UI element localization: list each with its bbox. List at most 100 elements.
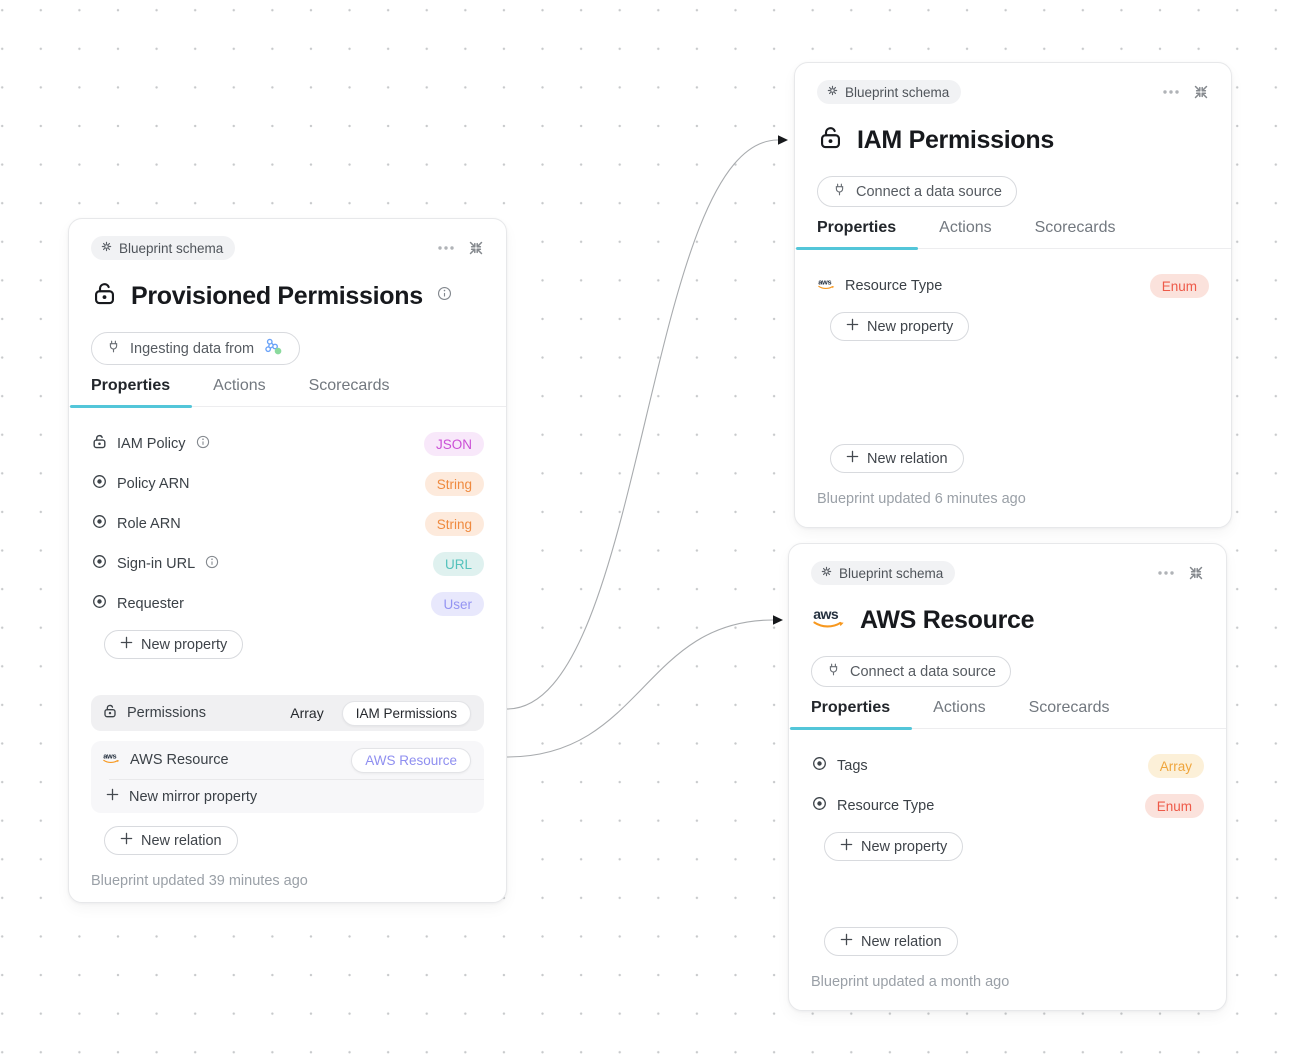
card-tabs: Properties Actions Scorecards — [795, 219, 1231, 250]
lock-icon — [91, 433, 108, 455]
new-relation-label: New relation — [861, 933, 942, 950]
schema-pill-label: Blueprint schema — [845, 84, 950, 100]
property-row-resource-type[interactable]: Resource Type Enum — [811, 786, 1204, 826]
property-name: Resource Type — [837, 798, 935, 814]
tab-actions[interactable]: Actions — [933, 699, 986, 716]
page-title: IAM Permissions — [857, 125, 1054, 154]
property-type-badge: Array — [1147, 754, 1204, 778]
property-row-tags[interactable]: Tags Array — [811, 746, 1204, 786]
relation-name: AWS Resource — [130, 752, 229, 768]
new-relation-button[interactable]: New relation — [824, 927, 958, 956]
card-tabs: Properties Actions Scorecards — [69, 377, 506, 408]
property-type-badge: String — [424, 512, 484, 536]
plus-icon — [840, 933, 853, 950]
plug-icon — [826, 662, 841, 681]
plus-icon — [120, 636, 133, 653]
blueprint-card-iam-permissions: Blueprint schema IAM Permissions Connect… — [794, 62, 1232, 528]
lock-icon — [102, 703, 118, 724]
plug-icon — [106, 339, 121, 358]
collapse-icon[interactable] — [1193, 84, 1209, 100]
new-mirror-property-label: New mirror property — [129, 788, 258, 805]
radio-icon — [91, 473, 108, 495]
property-name: Requester — [117, 596, 184, 612]
new-property-button[interactable]: New property — [104, 630, 244, 659]
relation-group-aws-resource: aws AWS Resource AWS Resource New mirror… — [91, 741, 484, 813]
blueprint-updated-status: Blueprint updated 6 minutes ago — [817, 491, 1026, 507]
exporter-graph-icon — [263, 338, 285, 359]
blueprint-card-provisioned-permissions: Blueprint schema Provisioned Permissions… — [68, 218, 507, 903]
lock-icon — [91, 280, 118, 312]
property-type-badge: Enum — [1144, 794, 1204, 818]
blueprint-card-aws-resource: Blueprint schema aws AWS Resource Connec… — [788, 543, 1227, 1011]
new-property-label: New property — [141, 636, 228, 653]
relation-row-aws-resource[interactable]: aws AWS Resource AWS Resource — [91, 741, 484, 779]
tab-scorecards[interactable]: Scorecards — [1028, 699, 1110, 716]
property-row-requester[interactable]: Requester User — [91, 584, 484, 624]
property-row-role-arn[interactable]: Role ARN String — [91, 504, 484, 544]
ingesting-data-from-pill[interactable]: Ingesting data from — [91, 332, 301, 365]
info-icon[interactable] — [195, 434, 211, 455]
blueprint-updated-status: Blueprint updated 39 minutes ago — [91, 873, 308, 889]
ingesting-data-from-label: Ingesting data from — [130, 340, 255, 357]
blueprint-schema-pill: Blueprint schema — [817, 80, 962, 104]
plus-icon — [846, 450, 859, 467]
more-menu-button[interactable] — [437, 245, 455, 251]
info-icon[interactable] — [436, 285, 453, 307]
property-type-badge: URL — [432, 552, 484, 576]
property-row-policy-arn[interactable]: Policy ARN String — [91, 464, 484, 504]
plus-icon — [846, 318, 859, 335]
collapse-icon[interactable] — [1188, 565, 1204, 581]
svg-text:aws: aws — [818, 277, 831, 286]
property-row-sign-in-url[interactable]: Sign-in URL URL — [91, 544, 484, 584]
lock-icon — [817, 124, 844, 156]
new-property-label: New property — [861, 838, 948, 855]
property-name: Resource Type — [845, 278, 943, 294]
property-row-iam-policy[interactable]: IAM Policy JSON — [91, 424, 484, 464]
new-relation-button[interactable]: New relation — [104, 826, 238, 855]
card-tabs: Properties Actions Scorecards — [789, 699, 1226, 730]
property-type-badge: User — [431, 592, 484, 616]
new-relation-button[interactable]: New relation — [830, 444, 964, 473]
property-type-badge: JSON — [423, 432, 484, 456]
tab-properties[interactable]: Properties — [789, 699, 913, 730]
tab-scorecards[interactable]: Scorecards — [308, 377, 390, 394]
connect-data-source-label: Connect a data source — [850, 663, 996, 680]
divider — [109, 779, 484, 780]
blueprint-schema-pill: Blueprint schema — [811, 561, 956, 585]
info-icon[interactable] — [204, 554, 220, 575]
collapse-icon[interactable] — [468, 240, 484, 256]
new-mirror-property-button[interactable]: New mirror property — [91, 780, 484, 813]
relation-target-pill[interactable]: IAM Permissions — [341, 700, 471, 726]
relation-name: Permissions — [127, 705, 206, 721]
plus-icon — [106, 788, 119, 805]
property-row-resource-type[interactable]: aws Resource Type Enum — [817, 266, 1209, 306]
relation-kind: Array — [290, 705, 324, 721]
page-title: AWS Resource — [860, 606, 1035, 634]
svg-text:aws: aws — [103, 751, 116, 760]
new-property-label: New property — [867, 318, 954, 335]
relation-target-pill[interactable]: AWS Resource — [351, 747, 471, 773]
new-relation-label: New relation — [867, 450, 948, 467]
relation-row-permissions[interactable]: Permissions Array IAM Permissions — [91, 695, 484, 731]
connect-data-source-button[interactable]: Connect a data source — [817, 176, 1017, 207]
more-menu-button[interactable] — [1157, 570, 1175, 576]
schema-pill-label: Blueprint schema — [119, 240, 224, 256]
page-title: Provisioned Permissions — [131, 281, 423, 310]
connect-data-source-button[interactable]: Connect a data source — [811, 656, 1011, 687]
blueprint-schema-pill: Blueprint schema — [91, 236, 236, 260]
schema-pill-label: Blueprint schema — [839, 565, 944, 581]
new-property-button[interactable]: New property — [830, 312, 970, 341]
tab-scorecards[interactable]: Scorecards — [1034, 219, 1116, 236]
tab-properties[interactable]: Properties — [795, 219, 919, 250]
property-name: Role ARN — [117, 516, 181, 532]
more-menu-button[interactable] — [1162, 89, 1180, 95]
svg-text:aws: aws — [813, 606, 839, 622]
tab-properties[interactable]: Properties — [69, 377, 193, 408]
property-type-badge: Enum — [1149, 274, 1209, 298]
tab-actions[interactable]: Actions — [213, 377, 266, 394]
new-property-button[interactable]: New property — [824, 832, 964, 861]
tab-actions[interactable]: Actions — [939, 219, 992, 236]
property-name: Tags — [837, 758, 868, 774]
plus-icon — [840, 838, 853, 855]
aws-icon: aws — [817, 277, 836, 296]
